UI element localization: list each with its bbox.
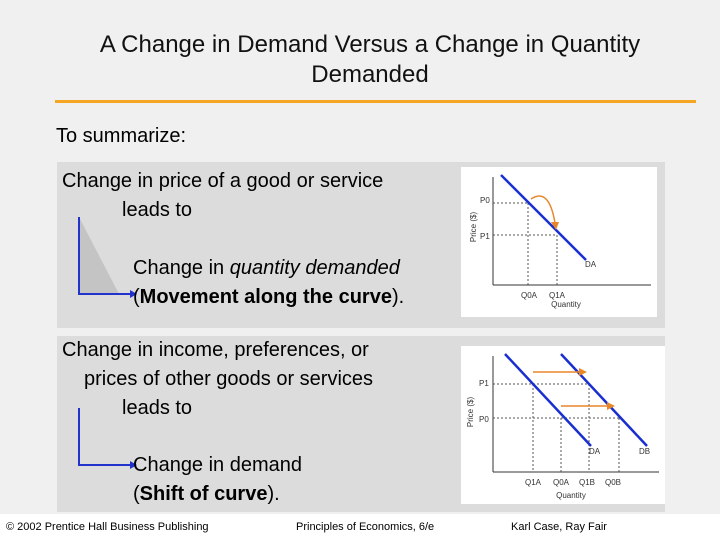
panel1-paren-close: ).	[391, 286, 405, 308]
panel2-result-line1: Change in demand	[133, 454, 303, 476]
graph-demand-shift: Price ($) Quantity P1 P0 Q1A Q0A Q1B Q0B…	[461, 346, 665, 504]
title-underline	[55, 100, 696, 103]
footer-copyright: © 2002 Prentice Hall Business Publishing	[6, 521, 209, 533]
graph2-shift-arrowhead-bottom	[607, 402, 615, 410]
panel2-connector-line	[78, 408, 130, 466]
panel2-result-bold: Shift of curve	[139, 483, 268, 505]
graph2-q1a-label: Q1A	[525, 478, 542, 487]
graph1-curve-label: DA	[585, 260, 597, 269]
graph1-movement-arrow	[530, 195, 556, 224]
panel1-result-em: quantity demanded	[229, 257, 400, 279]
graph2-demand-curve-b	[560, 353, 648, 447]
graph2-ylabel: Price ($)	[466, 397, 475, 428]
graph1-q0-label: Q0A	[521, 291, 538, 300]
graph2-curve-b-label: DB	[639, 447, 650, 456]
graph2-q1b-label: Q1B	[579, 478, 595, 487]
graph2-q0a-label: Q0A	[553, 478, 570, 487]
footer: © 2002 Prentice Hall Business Publishing…	[0, 514, 720, 540]
panel2-line1: Change in income, preferences, or	[62, 339, 369, 361]
panel2-line3: leads to	[122, 397, 193, 419]
summary-label: To summarize:	[56, 125, 187, 147]
panel1-result-line1: Change in quantity demanded	[133, 254, 400, 283]
page-title: A Change in Demand Versus a Change in Qu…	[40, 30, 700, 90]
footer-authors: Karl Case, Ray Fair	[511, 521, 607, 533]
panel1-result-bold: Movement along the curve	[139, 286, 392, 308]
panel1-connector-line	[78, 217, 130, 295]
panel1-result-line2: (Movement along the curve).	[133, 283, 404, 312]
panel1-line1: Change in price of a good or service	[62, 170, 384, 192]
panel1-result-pre: Change in	[133, 257, 230, 279]
graph1-xlabel: Quantity	[551, 300, 581, 309]
graph2-q0b-label: Q0B	[605, 478, 621, 487]
footer-book-title: Principles of Economics, 6/e	[296, 521, 435, 533]
graph1-movement-arrowhead	[551, 222, 559, 230]
graph2-curve-a-label: DA	[589, 447, 601, 456]
graph2-shift-arrowhead-top	[579, 368, 587, 376]
graph2-demand-curve-a	[504, 353, 592, 447]
panel1-line2: leads to	[122, 199, 193, 221]
graph1-p1-label: P1	[480, 232, 490, 241]
panel2-result-line2: (Shift of curve).	[133, 480, 280, 509]
panel-price-change: Change in price of a good or service lea…	[57, 162, 665, 328]
panel1-paren-open: (	[133, 286, 140, 308]
graph-movement-along-curve: Price ($) Quantity P0 P1 Q0A Q1A DA	[461, 167, 657, 317]
panel1-connector	[78, 217, 137, 298]
panel2-paren-close: ).	[267, 483, 280, 505]
panel2-connector	[78, 408, 137, 469]
graph2-p0-label: P0	[479, 415, 489, 424]
graph2-p1-label: P1	[479, 379, 489, 388]
graph1-demand-curve	[500, 174, 587, 261]
panel2-line2: prices of other goods or services	[84, 368, 374, 390]
panel1-shadow-wedge	[79, 217, 119, 294]
panel-demand-shift: Change in income, preferences, or prices…	[57, 336, 665, 512]
graph2-xlabel: Quantity	[556, 491, 586, 500]
panel2-arrowhead	[130, 461, 137, 469]
graph1-p0-label: P0	[480, 196, 490, 205]
graph1-ylabel: Price ($)	[469, 212, 478, 243]
title-line-2: Demanded	[311, 61, 429, 88]
title-line-1: A Change in Demand Versus a Change in Qu…	[99, 31, 641, 58]
graph1-q1-label: Q1A	[549, 291, 566, 300]
panel1-arrowhead	[130, 290, 137, 298]
panel2-paren-open: (	[133, 483, 140, 505]
